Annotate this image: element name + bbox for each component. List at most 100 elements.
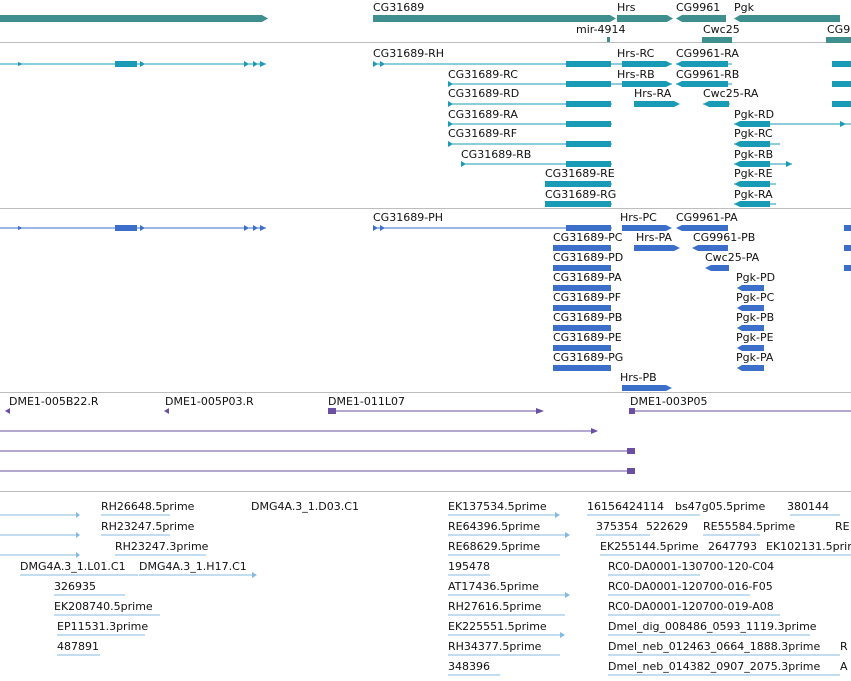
- est-label: RE55584.5prime: [703, 520, 795, 533]
- est-feature[interactable]: [0, 512, 80, 518]
- transcript-label: CG31689-RB: [461, 148, 531, 161]
- transcript-hrs-rb[interactable]: [612, 81, 672, 87]
- clone-dme1-005p03[interactable]: [164, 408, 169, 414]
- protein-cg31689-pg[interactable]: [553, 365, 611, 371]
- transcript-cg31689-rh[interactable]: [373, 61, 612, 67]
- protein-hrs-pa[interactable]: [634, 245, 680, 251]
- transcript-hrs-ra[interactable]: [634, 101, 680, 107]
- clone-dme1-003p05[interactable]: [629, 408, 851, 414]
- gene-feature-pgk[interactable]: [734, 15, 840, 22]
- clone-dme1-005b22[interactable]: [5, 408, 10, 414]
- est-feature[interactable]: [448, 592, 570, 598]
- clone-labels: DME1-005B22.R DME1-005P03.R DME1-011L07 …: [9, 395, 708, 408]
- gene-feature-cg31689[interactable]: [373, 15, 616, 22]
- est-feature[interactable]: [0, 532, 80, 538]
- est-feature[interactable]: [448, 532, 570, 538]
- protein-cg31689-ph[interactable]: [373, 225, 612, 231]
- transcript-cg9961-ra[interactable]: [676, 61, 732, 67]
- est-feature[interactable]: [448, 512, 560, 518]
- protein-cg9961-pa[interactable]: [676, 225, 728, 231]
- protein-cg31689-pa[interactable]: [553, 285, 611, 291]
- protein-pgk-pa[interactable]: [737, 365, 764, 371]
- protein-row-left[interactable]: [0, 225, 266, 231]
- protein-label: CG31689-PH: [373, 211, 443, 224]
- gene-feature-cwc25[interactable]: [702, 37, 732, 43]
- gene-track: CG31689 Hrs CG9961 Pgk mir-4914 Cwc25 CG…: [0, 1, 851, 43]
- gene-feature-mir-4914[interactable]: [607, 37, 610, 42]
- protein-label: Pgk-PD: [736, 271, 775, 284]
- protein-label: Cwc25-PA: [705, 251, 760, 264]
- clone-label: DME1-005P03.R: [165, 395, 254, 408]
- transcript-cg31689-rb[interactable]: [461, 161, 612, 167]
- transcript-label: CG9961-RB: [676, 68, 739, 81]
- gene-feature-cg9[interactable]: [826, 37, 851, 43]
- est-feature[interactable]: [139, 572, 257, 578]
- clone-span-2[interactable]: [0, 448, 635, 454]
- transcript-cg31689-ra[interactable]: [448, 121, 612, 127]
- protein-pgk-pe[interactable]: [737, 345, 764, 351]
- gene-feature-left[interactable]: [0, 15, 268, 22]
- clone-label: DME1-005B22.R: [9, 395, 99, 408]
- est-label: RE: [835, 520, 850, 533]
- transcript-cg31689-rd[interactable]: [448, 101, 612, 107]
- transcript-cwc25-ra[interactable]: [703, 101, 730, 107]
- transcript-label: Pgk-RD: [734, 108, 774, 121]
- est-label: RE64396.5prime: [448, 520, 540, 533]
- protein-label: CG9961-PA: [676, 211, 738, 224]
- protein-label: Hrs-PC: [620, 211, 657, 224]
- transcript-pgk-rd[interactable]: [734, 121, 851, 127]
- transcript-cg9961-rb[interactable]: [676, 81, 732, 87]
- est-label: bs47g05.5prime: [675, 500, 765, 513]
- transcript-hrs-rc[interactable]: [612, 61, 672, 67]
- transcript-cg31689-re[interactable]: [545, 181, 612, 187]
- transcript-pgk-ra[interactable]: [734, 201, 776, 207]
- protein-pgk-pc[interactable]: [737, 305, 764, 311]
- transcript-pgk-rb[interactable]: [734, 161, 792, 167]
- protein-right-a[interactable]: [844, 225, 851, 231]
- protein-cg31689-pf[interactable]: [553, 305, 611, 311]
- clone-span-3[interactable]: [0, 468, 635, 474]
- transcript-label: CG31689-RA: [448, 108, 518, 121]
- transcript-cg31689-rc[interactable]: [448, 81, 612, 87]
- gene-feature-cg9961[interactable]: [676, 15, 726, 22]
- protein-cg31689-pd[interactable]: [553, 265, 611, 271]
- est-label: RH34377.5prime: [448, 640, 542, 653]
- gene-feature-hrs[interactable]: [617, 15, 673, 22]
- protein-cg31689-pc[interactable]: [553, 245, 611, 251]
- protein-pgk-pd[interactable]: [737, 285, 764, 291]
- transcript-pgk-rc[interactable]: [734, 141, 780, 147]
- transcript-right-a[interactable]: [832, 61, 851, 67]
- protein-pgk-pb[interactable]: [737, 325, 764, 331]
- est-label: 375354: [596, 520, 638, 533]
- est-feature[interactable]: [0, 552, 80, 558]
- protein-cg9961-pb[interactable]: [692, 245, 728, 251]
- gene-label-cwc25: Cwc25: [703, 23, 740, 36]
- est-label: Dmel_neb_014382_0907_2075.3prime: [608, 660, 820, 673]
- est-label: EK102131.5prime: [766, 540, 851, 553]
- est-label: EK137534.5prime: [448, 500, 547, 513]
- est-label: 522629: [646, 520, 688, 533]
- est-label: 380144: [787, 500, 829, 513]
- protein-label: CG31689-PF: [553, 291, 621, 304]
- clone-span-1[interactable]: [0, 428, 598, 434]
- est-label: DMG4A.3_1.H17.C1: [139, 560, 247, 573]
- transcript-label: CG31689-RC: [448, 68, 518, 81]
- transcript-cg31689-rf[interactable]: [448, 141, 612, 147]
- protein-hrs-pb[interactable]: [622, 385, 672, 391]
- transcript-right-c[interactable]: [832, 101, 851, 107]
- transcript-label: Pgk-RE: [734, 167, 773, 180]
- est-feature[interactable]: [448, 632, 565, 638]
- protein-right-c[interactable]: [844, 265, 851, 271]
- protein-cg31689-pe[interactable]: [553, 345, 611, 351]
- transcript-row[interactable]: [0, 61, 266, 67]
- protein-cwc25-pa[interactable]: [705, 265, 729, 271]
- transcript-pgk-re[interactable]: [734, 181, 776, 187]
- transcript-cg31689-rg[interactable]: [545, 201, 612, 207]
- protein-right-b[interactable]: [844, 245, 851, 251]
- clone-dme1-011l07[interactable]: [328, 408, 544, 414]
- transcript-label: CG31689-RD: [448, 87, 519, 100]
- protein-hrs-pc[interactable]: [622, 225, 672, 231]
- transcript-right-b[interactable]: [832, 81, 851, 87]
- transcript-label: CG31689-RG: [545, 188, 616, 201]
- protein-cg31689-pb[interactable]: [553, 325, 611, 331]
